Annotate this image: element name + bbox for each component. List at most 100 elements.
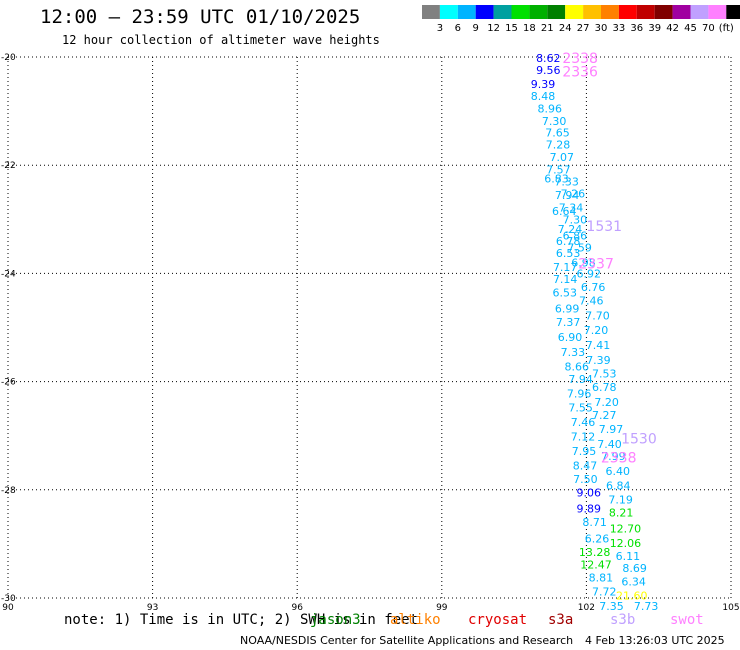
legend-label: 39 [648,23,661,34]
wave-height-label: 9.89 [577,503,602,516]
wave-height-label: 7.95 [572,445,597,458]
legend-label: 42 [666,23,679,34]
legend-swatch [601,5,619,19]
legend-label: 6 [455,23,461,34]
satellite-legend-item: altiko [390,612,441,628]
wave-height-label: 7.14 [553,273,578,286]
wave-height-label: 7.30 [542,115,567,128]
legend-swatch [726,5,740,19]
wave-height-label: 21.60 [616,589,648,602]
wave-height-label: 6.90 [558,331,583,344]
wave-height-label: 6.11 [616,550,641,563]
x-tick-label: 90 [2,603,14,612]
wave-height-label: 7.12 [571,431,596,444]
y-tick-label: -28 [1,486,16,496]
satellite-legend-item: s3a [548,612,574,628]
wave-height-label: 6.78 [592,381,617,394]
legend-swatch [439,5,458,19]
wave-height-label: 8.48 [531,90,556,103]
legend-swatch [547,5,566,19]
legend-label: 24 [559,23,572,34]
wave-height-label: 7.26 [561,187,586,200]
wave-height-label: 6.78 [556,235,581,248]
legend-label: 27 [577,23,590,34]
wave-height-label: 7.35 [599,600,624,612]
legend-swatch [654,5,673,19]
legend-swatch [672,5,691,19]
wave-height-label: 7.72 [592,585,617,598]
wave-height-label: 7.96 [567,387,592,400]
wave-height-label: 7.34 [559,201,584,214]
legend-label: 21 [541,23,554,34]
wave-height-label: 7.94 [568,373,593,386]
pass-time-label: 2337 [578,257,614,273]
pass-time-label: 1531 [586,219,622,235]
legend-label: 9 [473,23,479,34]
wave-height-label: 7.27 [592,409,617,422]
satellite-legend-item: jason3 [310,612,361,628]
pass-time-label: 2336 [562,65,598,81]
wave-height-label: 7.57 [546,163,571,176]
x-tick-label: 99 [436,603,448,612]
wave-height-label: 7.59 [567,241,592,254]
wave-height-label: 8.62 [536,52,561,65]
legend-label: 36 [630,23,643,34]
legend-label: 45 [684,23,697,34]
wave-height-label: 8.71 [582,516,607,529]
wave-height-label: 6.92 [577,267,602,280]
pass-time-label: 2338 [562,51,598,67]
wave-height-label: 9.06 [577,486,602,499]
satellite-legend-item: swot [670,612,704,628]
wave-height-label: 8.47 [573,459,598,472]
wave-height-label: 6.84 [606,479,631,492]
x-tick-label: 105 [722,603,739,612]
wave-height-label: 13.28 [579,546,611,559]
wave-height-label: 6.98 [571,257,596,270]
legend-label: 3 [437,23,443,34]
legend-swatch [529,5,548,19]
wave-height-label: 9.39 [531,78,556,91]
wave-height-label: 8.96 [538,102,563,115]
wave-height-label: 12.70 [610,523,642,536]
wave-height-label: 12.06 [610,537,642,550]
wave-height-label: 6.53 [552,286,577,299]
wave-height-label: 7.41 [586,339,611,352]
y-tick-label: -24 [1,269,16,279]
wave-height-label: 7.19 [608,493,633,506]
wave-height-label: 6.34 [621,576,646,589]
legend-swatch [690,5,709,19]
chart-title: 12:00 – 23:59 UTC 01/10/2025 [40,6,361,28]
wave-height-label: 7.46 [579,294,604,307]
pass-time-label: 1530 [621,431,657,447]
wave-height-label: 7.50 [573,473,598,486]
wave-height-label: 6.76 [581,281,606,294]
wave-height-label: 7.40 [597,438,622,451]
legend-label: (ft) [719,23,734,34]
legend-swatch [511,5,530,19]
credit-text: NOAA/NESDIS Center for Satellite Applica… [240,634,574,647]
wave-height-label: 7.97 [599,423,624,436]
legend-swatch [583,5,601,19]
y-tick-label: -26 [1,378,16,388]
wave-height-label: 7.28 [546,139,571,152]
wave-height-label: 7.70 [585,310,610,323]
footer-note: note: 1) Time is in UTC; 2) SWH is in fe… [64,612,419,628]
wave-height-label: 7.33 [554,175,579,188]
legend-swatch [457,5,476,19]
wave-height-label: 6.40 [605,465,630,478]
wave-height-label: 7.99 [601,450,626,463]
x-tick-label: 102 [578,603,595,612]
legend-label: 30 [595,23,608,34]
y-tick-label: -22 [1,161,16,171]
x-tick-label: 96 [291,603,303,612]
y-tick-label: -20 [1,53,16,63]
wave-height-label: 6.83 [544,173,569,186]
wave-height-label: 7.24 [558,223,583,236]
wave-height-label: 7.55 [568,402,593,415]
wave-height-label: 7.46 [571,416,596,429]
legend-swatch [708,5,727,19]
wave-height-label: 6.53 [556,247,581,260]
satellite-legend-item: cryosat [468,612,528,628]
legend-swatch [475,5,494,19]
wave-height-label: 7.20 [594,396,619,409]
